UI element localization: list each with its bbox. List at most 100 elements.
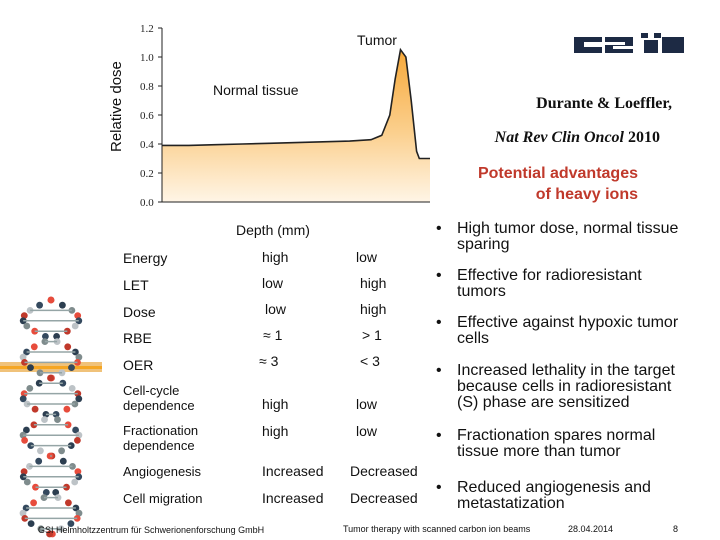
dna-atom <box>31 405 39 413</box>
table-carbon-rbe: > 1 <box>362 327 382 343</box>
bullet-glyph: • <box>436 314 442 331</box>
footer-topic: Tumor therapy with scanned carbon ion be… <box>343 524 531 534</box>
dna-atom <box>23 426 30 434</box>
table-label-cell-cycle-line1: Cell-cycle <box>123 383 180 398</box>
dna-atom <box>74 312 82 319</box>
table-label-rbe: RBE <box>123 330 152 346</box>
table-label-let: LET <box>123 277 149 293</box>
reference-journal: Nat Rev Clin Oncol <box>494 129 624 146</box>
normal-tissue-annotation: Normal tissue <box>213 82 299 98</box>
dna-atom <box>23 478 31 486</box>
dna-atom <box>75 395 83 403</box>
bullet-glyph: • <box>436 220 442 237</box>
dna-atom <box>68 364 75 371</box>
table-label-fractionation-line2: dependence <box>123 438 195 453</box>
bullet-line: Effective for radioresistant <box>457 267 642 284</box>
table-carbon-oer: < 3 <box>360 353 380 369</box>
dna-atom <box>54 416 61 423</box>
dna-atom <box>58 447 65 455</box>
bullet-line: (S) phase are sensitized <box>457 394 630 411</box>
dna-atom <box>36 301 43 309</box>
dna-atom <box>27 520 35 527</box>
bullet-line: sparing <box>457 236 510 253</box>
table-carbon-energy: low <box>356 249 378 265</box>
table-photon-let: low <box>262 275 284 291</box>
y-tick-label: 0.4 <box>140 139 154 151</box>
dose-curve-area <box>162 49 430 203</box>
dna-atom <box>46 530 53 538</box>
table-carbon-dose: high <box>360 301 387 317</box>
bullet-line: Increased lethality in the target <box>457 362 675 379</box>
dna-atom <box>35 379 43 387</box>
bullet-line: cells <box>457 330 490 347</box>
dose-curve-line <box>162 47 430 160</box>
dna-atom <box>72 426 79 434</box>
dna-atom <box>35 457 43 465</box>
table-label-cell-migration: Cell migration <box>123 491 203 506</box>
bullet-line: Fractionation spares normal <box>457 427 656 444</box>
dna-atom <box>19 395 27 403</box>
gsi-logo <box>574 33 684 53</box>
table-label-fractionation: Fractionation dependence <box>123 423 198 453</box>
dna-atom <box>75 353 83 361</box>
dna-atom <box>71 322 79 330</box>
dna-atom <box>26 385 34 392</box>
table-label-oer: OER <box>123 357 154 373</box>
dna-atom <box>47 296 55 304</box>
dna-atom <box>59 301 66 309</box>
bullet-line: tissue more than tumor <box>457 443 621 460</box>
tumor-annotation: Tumor <box>357 32 397 48</box>
table-label-fractionation-line1: Fractionation <box>123 423 199 438</box>
bullet-glyph: • <box>436 427 442 444</box>
table-label-energy: Energy <box>123 250 168 266</box>
footer-page-number: 8 <box>673 524 679 534</box>
dna-helix-image <box>0 292 102 540</box>
bullet-line: metastatization <box>457 495 565 512</box>
advantages-heading: Potential advantages of heavy ions <box>478 163 638 205</box>
table-photon-cell-migration: Increased <box>262 490 324 506</box>
table-photon-oer: ≈ 3 <box>259 353 279 369</box>
table-carbon-cell-cycle: low <box>356 396 378 412</box>
y-axis-label: Relative dose <box>108 61 125 152</box>
table-label-dose: Dose <box>123 304 156 320</box>
dna-atom <box>63 405 71 413</box>
dna-atom <box>37 447 44 455</box>
dna-atom <box>74 468 82 475</box>
table-photon-energy: high <box>262 249 289 265</box>
reference-authors: Durante & Loeffler, <box>536 95 672 112</box>
bullet-glyph: • <box>436 362 442 379</box>
dna-atom <box>30 499 37 507</box>
table-photon-cell-cycle: high <box>262 396 289 412</box>
dna-atom <box>67 520 75 527</box>
table-carbon-angiogenesis: Decreased <box>350 463 418 479</box>
dna-atom <box>74 437 81 444</box>
dna-atom <box>27 364 34 371</box>
dna-atom <box>53 333 60 340</box>
table-carbon-fractionation: low <box>356 423 378 439</box>
bullet-line: Effective against hypoxic tumor <box>457 314 679 331</box>
bullet-line: Reduced angiogenesis and <box>457 479 651 496</box>
table-photon-angiogenesis: Increased <box>262 463 324 479</box>
dna-atom <box>20 312 28 319</box>
table-label-cell-cycle-line2: dependence <box>123 398 195 413</box>
dna-atom <box>19 509 27 517</box>
footer-date: 28.04.2014 <box>568 524 614 534</box>
y-tick-label: 0.2 <box>140 168 154 180</box>
table-photon-dose: low <box>265 301 287 317</box>
footer-organization: GSI Helmholtzzentrum für Schwerionenfors… <box>38 525 265 535</box>
bullet-line: tumors <box>457 283 506 300</box>
dna-atom <box>59 457 67 465</box>
dna-atom <box>19 353 27 361</box>
bullet-glyph: • <box>436 267 442 284</box>
dna-atom <box>75 509 83 517</box>
table-label-cell-cycle: Cell-cycle dependence <box>123 383 195 413</box>
y-tick-label: 1.0 <box>140 52 154 64</box>
dna-atom <box>64 343 72 351</box>
table-photon-rbe: ≈ 1 <box>263 327 283 343</box>
dna-atom <box>71 478 79 486</box>
dna-atom <box>52 489 60 496</box>
advantages-heading-line1: Potential advantages <box>477 165 638 182</box>
dna-atom <box>21 437 28 444</box>
reference-year: 2010 <box>628 129 660 146</box>
